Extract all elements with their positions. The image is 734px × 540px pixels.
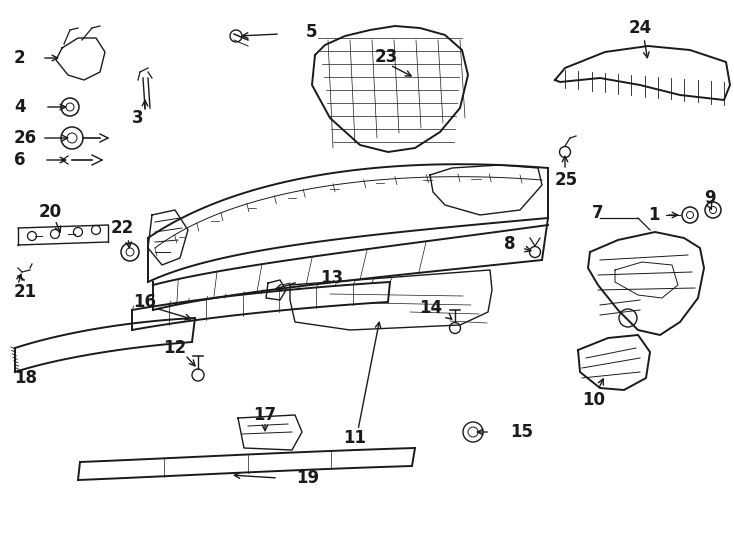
Text: 19: 19 <box>296 469 319 487</box>
Text: 6: 6 <box>14 151 26 169</box>
Text: 24: 24 <box>628 19 652 37</box>
Text: 5: 5 <box>306 23 318 41</box>
Text: 4: 4 <box>14 98 26 116</box>
Text: 12: 12 <box>164 339 186 357</box>
Text: 17: 17 <box>253 406 277 424</box>
Text: 13: 13 <box>320 269 343 287</box>
Text: 7: 7 <box>592 204 603 222</box>
Text: 23: 23 <box>374 48 398 66</box>
Text: 14: 14 <box>419 299 442 317</box>
Text: 18: 18 <box>14 369 37 387</box>
Text: 21: 21 <box>14 283 37 301</box>
Text: 3: 3 <box>132 109 144 127</box>
Text: 8: 8 <box>504 235 516 253</box>
Text: 26: 26 <box>14 129 37 147</box>
Text: 2: 2 <box>14 49 26 67</box>
Text: 9: 9 <box>704 189 716 207</box>
Text: 1: 1 <box>649 206 660 224</box>
Text: 15: 15 <box>510 423 533 441</box>
Text: 16: 16 <box>134 293 156 311</box>
Text: 22: 22 <box>110 219 134 237</box>
Text: 20: 20 <box>38 203 62 221</box>
Text: 25: 25 <box>554 171 578 189</box>
Text: 11: 11 <box>344 429 366 447</box>
Text: 10: 10 <box>583 391 606 409</box>
